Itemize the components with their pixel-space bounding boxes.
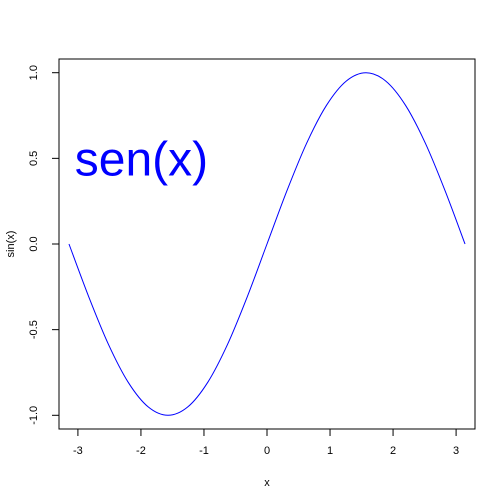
y-axis-label: sin(x) [5, 231, 17, 258]
annotation-text: sen(x) [75, 133, 208, 186]
x-tick-label: -3 [73, 445, 83, 457]
x-tick-label: 3 [453, 445, 459, 457]
x-tick-label: 1 [327, 445, 333, 457]
annotation-layer: sen(x) [75, 133, 208, 186]
x-tick-label: 2 [390, 445, 396, 457]
y-tick-label: -1.0 [28, 406, 40, 425]
series-layer [68, 72, 466, 416]
x-axis-label: x [264, 477, 270, 489]
y-tick-label: 0.5 [28, 151, 40, 166]
x-axis: -3 -2 -1 0 1 2 3 [73, 428, 459, 457]
x-tick-label: 0 [264, 445, 270, 457]
y-tick-label: 1.0 [28, 65, 40, 80]
y-tick-label: 0.0 [28, 236, 40, 251]
x-tick-label: -2 [136, 445, 146, 457]
y-axis: -1.0 -0.5 0.0 0.5 1.0 [28, 65, 60, 425]
y-tick-label: -0.5 [28, 320, 40, 339]
sine-series-line [68, 72, 466, 416]
x-tick-label: -1 [199, 445, 209, 457]
